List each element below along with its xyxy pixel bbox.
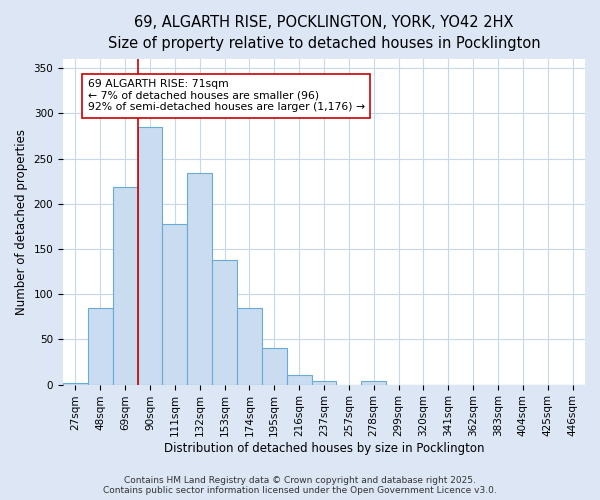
Text: Contains HM Land Registry data © Crown copyright and database right 2025.
Contai: Contains HM Land Registry data © Crown c… bbox=[103, 476, 497, 495]
Y-axis label: Number of detached properties: Number of detached properties bbox=[15, 129, 28, 315]
Bar bbox=[187, 173, 212, 384]
Bar bbox=[63, 383, 88, 384]
Bar bbox=[237, 308, 262, 384]
X-axis label: Distribution of detached houses by size in Pocklington: Distribution of detached houses by size … bbox=[164, 442, 484, 455]
Bar bbox=[361, 381, 386, 384]
Title: 69, ALGARTH RISE, POCKLINGTON, YORK, YO42 2HX
Size of property relative to detac: 69, ALGARTH RISE, POCKLINGTON, YORK, YO4… bbox=[108, 15, 541, 51]
Bar bbox=[88, 308, 113, 384]
Bar bbox=[163, 224, 187, 384]
Bar bbox=[212, 260, 237, 384]
Bar bbox=[287, 374, 311, 384]
Bar bbox=[311, 381, 337, 384]
Text: 69 ALGARTH RISE: 71sqm
← 7% of detached houses are smaller (96)
92% of semi-deta: 69 ALGARTH RISE: 71sqm ← 7% of detached … bbox=[88, 79, 365, 112]
Bar bbox=[113, 188, 137, 384]
Bar bbox=[137, 127, 163, 384]
Bar bbox=[262, 348, 287, 384]
